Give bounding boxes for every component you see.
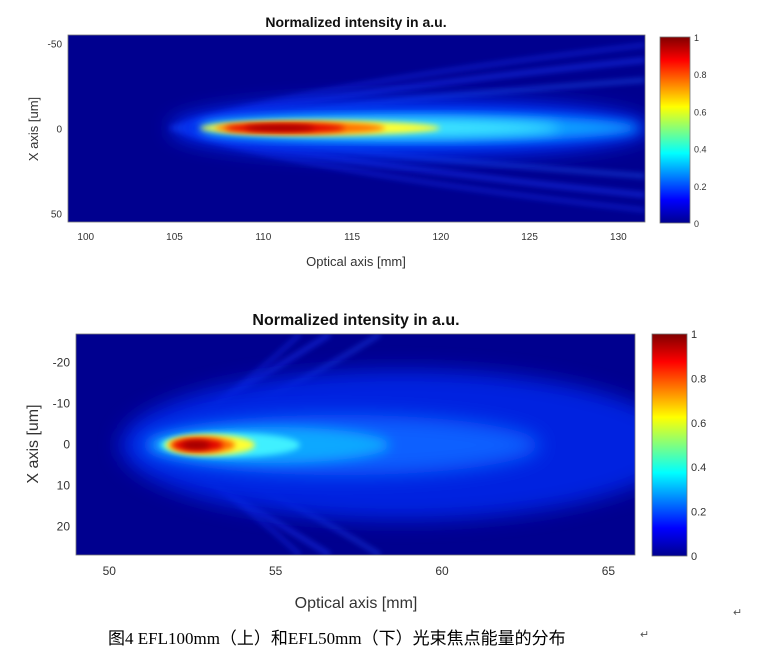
chart-2-x-tick: 65 [602,564,616,578]
chart-2-title: Normalized intensity in a.u. [252,312,459,329]
chart-1-colorbar [659,36,691,224]
chart-2-ylabel: X axis [um] [25,404,42,483]
chart-1-colorbar-tick: 0.4 [694,145,707,155]
chart-2-y-tick: 20 [57,519,71,533]
return-mark-icon: ↵ [733,607,743,619]
chart-1-y-tick: 50 [51,210,63,221]
chart-2-colorbar-ticks: 0 0.2 0.4 0.6 0.8 1 [691,329,706,563]
chart-2-x-tick: 60 [435,564,449,578]
chart-1-x-tick: 115 [344,232,360,243]
chart-2-x-tick: 55 [269,564,283,578]
chart-1-x-tick: 120 [432,232,449,243]
chart-2: Normalized intensity in a.u. 50 55 60 65 -2… [25,312,706,612]
chart-2-colorbar-tick: 0 [691,551,697,563]
chart-2-x-ticks: 50 55 60 65 [103,564,616,578]
chart-2-colorbar-tick: 0.2 [691,507,706,519]
chart-2-y-tick: 10 [57,478,71,492]
chart-1-colorbar-tick: 0.6 [694,107,707,117]
chart-1-colorbar-tick: 0.8 [694,70,707,80]
chart-1-ylabel: X axis [um] [26,97,41,161]
chart-1-x-tick: 105 [166,232,183,243]
chart-1-xlabel: Optical axis [mm] [306,254,406,269]
chart-1-x-tick: 110 [255,232,271,243]
chart-2-colorbar-tick: 0.8 [691,373,706,385]
chart-2-xlabel: Optical axis [mm] [295,595,418,612]
chart-1-y-ticks: -50 0 50 [48,40,63,221]
chart-1-colorbar-ticks: 0 0.2 0.4 0.6 0.8 1 [694,33,707,229]
chart-2-colorbar-tick: 0.6 [691,418,706,430]
chart-1-colorbar-tick: 1 [694,33,699,43]
chart-1-heatmap [68,35,645,222]
chart-1-colorbar-tick: 0.2 [694,182,707,192]
chart-1-x-ticks: 100 105 110 115 120 125 130 [77,232,627,243]
chart-2-y-tick: -20 [53,356,71,370]
chart-1-title: Normalized intensity in a.u. [265,14,446,30]
chart-2-colorbar-tick: 1 [691,329,697,341]
chart-1-x-tick: 100 [77,232,94,243]
chart-2-x-tick: 50 [103,564,117,578]
return-mark-icon-2: ↵ [640,629,650,641]
chart-1-x-tick: 130 [610,232,627,243]
chart-1: Normalized intensity in a.u. 100 105 110 11… [26,14,707,269]
chart-2-colorbar-tick: 0.4 [691,462,706,474]
chart-2-heatmap [76,334,635,555]
chart-2-y-ticks: -20 -10 0 10 20 [53,356,71,534]
caption-text: 图4 EFL100mm（上）和EFL50mm（下）光束焦点能量的分布 [108,629,566,648]
chart-1-x-tick: 125 [521,232,538,243]
chart-2-y-tick: -10 [53,397,71,411]
chart-1-y-tick: -50 [48,40,63,51]
chart-1-colorbar-tick: 0 [694,219,699,229]
chart-2-colorbar [651,333,688,557]
chart-1-y-tick: 0 [56,125,62,136]
chart-2-y-tick: 0 [63,438,70,452]
